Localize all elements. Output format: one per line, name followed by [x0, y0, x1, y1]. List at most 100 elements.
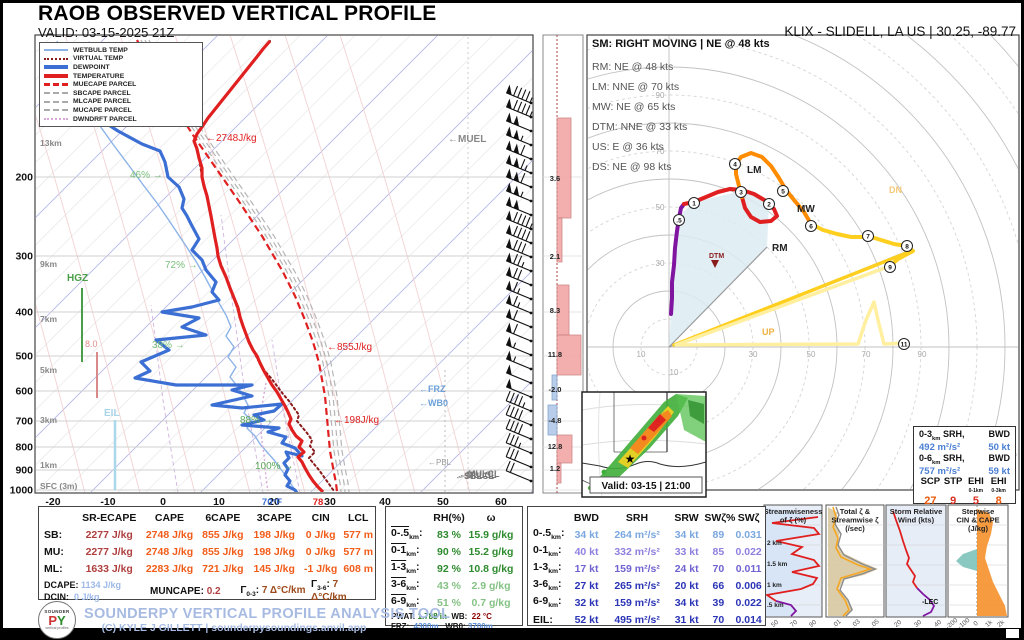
height-marker [729, 158, 741, 170]
svg-text:9km: 9km [40, 259, 57, 269]
srh-0-3-header: 0-3km SRH, BWD [919, 429, 1010, 442]
svg-text:←MULCL: ←MULCL [459, 469, 500, 479]
table-row: 0-.5km: 34 kt 264 m²/s² 34 kt 89 0.031 [533, 527, 762, 542]
svg-text:0: 0 [160, 496, 166, 508]
svg-text:Storm Relative: Storm Relative [890, 507, 943, 516]
svg-text:30: 30 [324, 496, 336, 508]
table-row: 0-1km: 90 % 15.2 g/kg [391, 544, 514, 559]
svg-text:1km: 1km [40, 460, 57, 470]
svg-text:←FRZ: ←FRZ [419, 384, 446, 394]
hodograph-trace [674, 264, 906, 347]
storm-motion-ds: DS: NE @ 98 kts [592, 161, 672, 173]
table-row: 0-1km: 40 kt 332 m²/s² 33 kt 85 0.022 [533, 544, 762, 559]
legend-item: VIRTUAL TEMP [44, 55, 198, 64]
srh-0-6-values: 757 m²/s² 59 kt [919, 465, 1010, 477]
wind-barbs [505, 84, 533, 483]
svg-text:90: 90 [808, 619, 818, 629]
frame-border-top [0, 0, 1024, 3]
svg-text:SFC (3m): SFC (3m) [40, 481, 77, 491]
svg-text:60: 60 [495, 496, 507, 508]
svg-text:70: 70 [789, 619, 799, 629]
svg-text:10: 10 [637, 350, 646, 359]
thermo-extras: DCAPE: 1134 J/kg DCIN: 0 J/kg MUNCAPE: 0.2… [44, 579, 347, 603]
svg-text:12.8: 12.8 [548, 442, 563, 451]
height-marker [688, 197, 700, 209]
legend-item: DEWPOINT [44, 63, 198, 72]
logo-text-top: SOUNDER [44, 608, 70, 614]
svg-text:-20: -20 [45, 496, 60, 508]
logo-text-bottom: vertical profiles [45, 626, 69, 630]
svg-text:-2.0: -2.0 [549, 385, 562, 394]
legend-label: DWNDRFT PARCEL [73, 115, 137, 123]
svg-text:-LEC: -LEC [922, 599, 938, 606]
svg-text:50: 50 [656, 203, 665, 212]
footer: SOUNDER PY vertical profiles SOUNDERPY V… [38, 601, 450, 639]
legend-item: TEMPERATURE [44, 72, 198, 81]
svg-text:←MLLCL: ←MLLCL [457, 470, 497, 480]
srh-0-3-values: 492 m²/s² 50 kt [919, 441, 1010, 453]
omega-strip: 3.6 2.1 8.3 11.8 -2.0 -4.8 12.8 1.2 [542, 34, 584, 494]
legend-label: VIRTUAL TEMP [73, 55, 124, 63]
svg-text:10: 10 [213, 496, 225, 508]
svg-text:4: 4 [733, 162, 737, 169]
svg-text:Stepwise: Stepwise [962, 507, 995, 516]
sounderpy-logo: SOUNDER PY vertical profiles [38, 601, 76, 639]
svg-text:Streamwiseness: Streamwiseness [764, 507, 823, 516]
svg-text:1: 1 [692, 201, 696, 208]
svg-text:30: 30 [913, 619, 923, 629]
legend-item: MUCAPE PARCEL [44, 106, 198, 115]
height-marker [898, 338, 910, 350]
svg-text:46% →: 46% → [130, 170, 163, 181]
table-row: EIL: 52 kt 495 m²/s² 31 kt 70 0.014 [533, 613, 762, 626]
svg-text:DN: DN [889, 185, 902, 195]
storm-motion-sm: SM: RIGHT MOVING | NE @ 48 kts [592, 38, 770, 50]
parcel-trace-gray [144, 39, 346, 492]
skewt-plot [36, 36, 532, 492]
legend-swatch [44, 49, 68, 52]
storm-motion-us: US: E @ 36 kts [592, 141, 664, 153]
table-row: BWD SRH SRW SWζ% SWζ [573, 511, 760, 524]
legend-label: MUCAPE PARCEL [73, 106, 132, 114]
indices-header: SCP STP EHI 0-1km EHI 0-3km [920, 475, 1007, 494]
storm-motion-lm: LM: NNE @ 70 kts [592, 81, 680, 93]
skewt-axis-labels: 200300400500600700800900100013km9km7km5k… [10, 138, 507, 508]
svg-text:1000: 1000 [10, 485, 34, 497]
svg-text:70°F: 70°F [262, 497, 282, 508]
omega-bar [551, 374, 558, 401]
table-row: 0-.5km: 83 % 15.9 g/kg [391, 527, 514, 542]
svg-text:600: 600 [15, 386, 33, 398]
srh-0-6-header: 0-6km SRH, BWD [919, 452, 1010, 466]
moisture-table: RH(%) ω 0-.5km: 83 % 15.9 g/kg 0-1km: 90 % 15.2… [385, 506, 523, 631]
table-row: 3-6km: 27 kt 265 m²/s² 20 kt 66 0.006 [533, 578, 762, 593]
svg-text:500: 500 [15, 351, 33, 363]
legend-label: DEWPOINT [73, 63, 110, 71]
svg-text:3.6: 3.6 [550, 174, 560, 183]
svg-text:72% →: 72% → [165, 260, 198, 271]
svg-text:1.5 km: 1.5 km [767, 561, 787, 568]
legend-swatch [44, 100, 68, 103]
legend-label: TEMPERATURE [73, 72, 125, 80]
svg-text:20: 20 [893, 619, 903, 629]
hodograph-box [586, 34, 1020, 491]
table-row: 6-9km: 51 % 0.7 g/kg [391, 595, 511, 610]
table-row: 1-3km: 92 % 10.8 g/kg [391, 561, 514, 576]
legend-swatch [44, 92, 68, 95]
height-marker [735, 186, 747, 198]
legend-item: DWNDRFT PARCEL [44, 115, 198, 124]
omega-bar [556, 117, 572, 219]
table-row: SR-ECAPE CAPE 6CAPE 3CAPE CIN LCL [82, 511, 369, 524]
frame-border-right [1021, 0, 1024, 640]
svg-text:900: 900 [15, 465, 33, 477]
svg-text:88% →: 88% → [240, 415, 273, 426]
svg-text:6: 6 [809, 224, 813, 231]
legend-swatch [44, 83, 68, 87]
height-marker [673, 214, 685, 226]
svg-text:13km: 13km [40, 138, 62, 148]
svg-text:9: 9 [888, 265, 892, 272]
svg-text:40: 40 [379, 496, 391, 508]
legend-swatch [44, 57, 68, 60]
svg-text:MW: MW [797, 204, 815, 215]
svg-text:7: 7 [866, 234, 870, 241]
